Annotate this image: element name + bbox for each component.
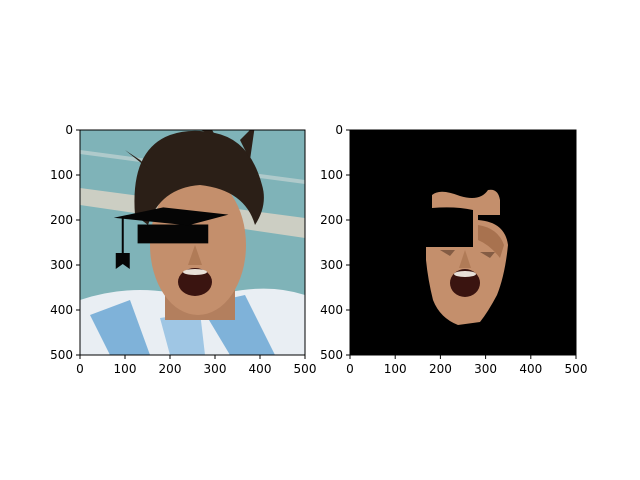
right-ytick-label: 300 — [320, 258, 343, 272]
right-xtick-label: 500 — [565, 362, 588, 376]
left-xtick-label: 500 — [294, 362, 317, 376]
left-ytick-label: 400 — [50, 303, 73, 317]
left-xtick-label: 0 — [76, 362, 84, 376]
left-ytick-label: 100 — [50, 168, 73, 182]
right-ytick-label: 0 — [335, 123, 343, 137]
left-xtick-label: 300 — [204, 362, 227, 376]
cap-tassel — [115, 253, 130, 269]
right-axes-frame — [349, 129, 577, 356]
right-ytick-label: 400 — [320, 303, 343, 317]
left-ytick-label: 500 — [50, 348, 73, 362]
right-ytick-label: 500 — [320, 348, 343, 362]
left-photo — [80, 130, 305, 355]
right-ytick-label: 200 — [320, 213, 343, 227]
right-xtick-label: 400 — [519, 362, 542, 376]
cap-board — [113, 207, 229, 226]
left-ytick-label: 0 — [65, 123, 73, 137]
right-xtick-label: 300 — [474, 362, 497, 376]
right-xtick-label: 0 — [346, 362, 354, 376]
left-ytick-label: 200 — [50, 213, 73, 227]
left-xtick-label: 400 — [249, 362, 272, 376]
right-ytick-label: 100 — [320, 168, 343, 182]
left-axes-frame — [79, 129, 306, 356]
left-xtick-label: 200 — [159, 362, 182, 376]
graduation-cap-overlay — [113, 207, 229, 269]
left-xtick-label: 100 — [114, 362, 137, 376]
cap-band — [137, 224, 209, 244]
right-xtick-label: 100 — [384, 362, 407, 376]
left-ytick-label: 300 — [50, 258, 73, 272]
right-xtick-label: 200 — [429, 362, 452, 376]
right-photo — [350, 130, 576, 355]
